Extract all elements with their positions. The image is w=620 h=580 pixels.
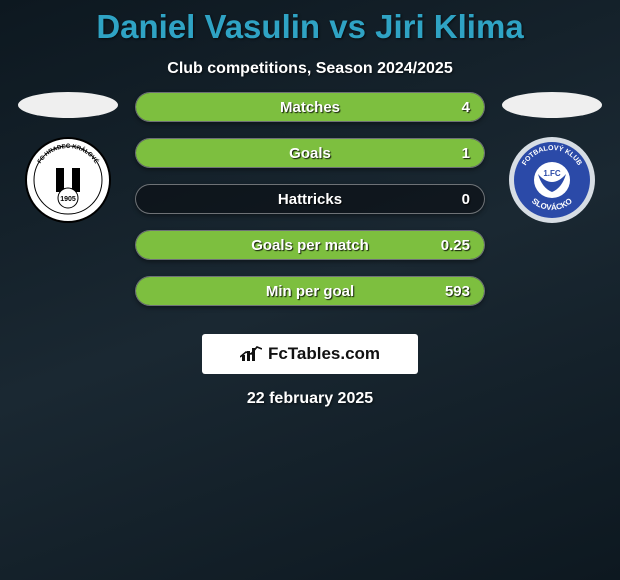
player-left-column: FC HRADEC KRÁLOVÉ 1905 (13, 92, 123, 224)
generated-date: 22 february 2025 (247, 390, 373, 408)
player-left-marker (18, 92, 118, 118)
root: Daniel Vasulin vs Jiri Klima Club compet… (0, 0, 620, 408)
stat-row-matches: Matches 4 (135, 92, 485, 122)
comparison-row: FC HRADEC KRÁLOVÉ 1905 (0, 92, 620, 306)
svg-text:1.FC: 1.FC (543, 169, 561, 178)
player-right-column: FOTBALOVÝ KLUB SLOVÁCKO 1.FC (497, 92, 607, 224)
club-badge-left: FC HRADEC KRÁLOVÉ 1905 (24, 136, 112, 224)
stat-right-value: 1 (462, 145, 470, 162)
stat-label: Min per goal (266, 283, 354, 300)
stat-row-min-per-goal: Min per goal 593 (135, 276, 485, 306)
svg-text:1905: 1905 (60, 196, 76, 203)
stat-row-hattricks: Hattricks 0 (135, 184, 485, 214)
stat-label: Goals (289, 145, 331, 162)
stat-row-goals-per-match: Goals per match 0.25 (135, 230, 485, 260)
page-subtitle: Club competitions, Season 2024/2025 (167, 60, 452, 78)
bar-chart-icon (240, 345, 262, 363)
branding-badge[interactable]: FcTables.com (202, 334, 418, 374)
club-badge-right: FOTBALOVÝ KLUB SLOVÁCKO 1.FC (508, 136, 596, 224)
stat-right-value: 0.25 (441, 237, 470, 254)
stat-label: Matches (280, 99, 340, 116)
slovacko-crest-icon: FOTBALOVÝ KLUB SLOVÁCKO 1.FC (508, 136, 596, 224)
stat-right-value: 593 (445, 283, 470, 300)
stat-label: Hattricks (278, 191, 342, 208)
stats-list: Matches 4 Goals 1 Hattricks 0 Goals per … (135, 92, 485, 306)
page-title: Daniel Vasulin vs Jiri Klima (96, 8, 523, 46)
stat-right-value: 0 (462, 191, 470, 208)
branding-text: FcTables.com (268, 344, 380, 364)
stat-row-goals: Goals 1 (135, 138, 485, 168)
hradec-kralove-crest-icon: FC HRADEC KRÁLOVÉ 1905 (24, 136, 112, 224)
stat-label: Goals per match (251, 237, 369, 254)
stat-right-value: 4 (462, 99, 470, 116)
player-right-marker (502, 92, 602, 118)
